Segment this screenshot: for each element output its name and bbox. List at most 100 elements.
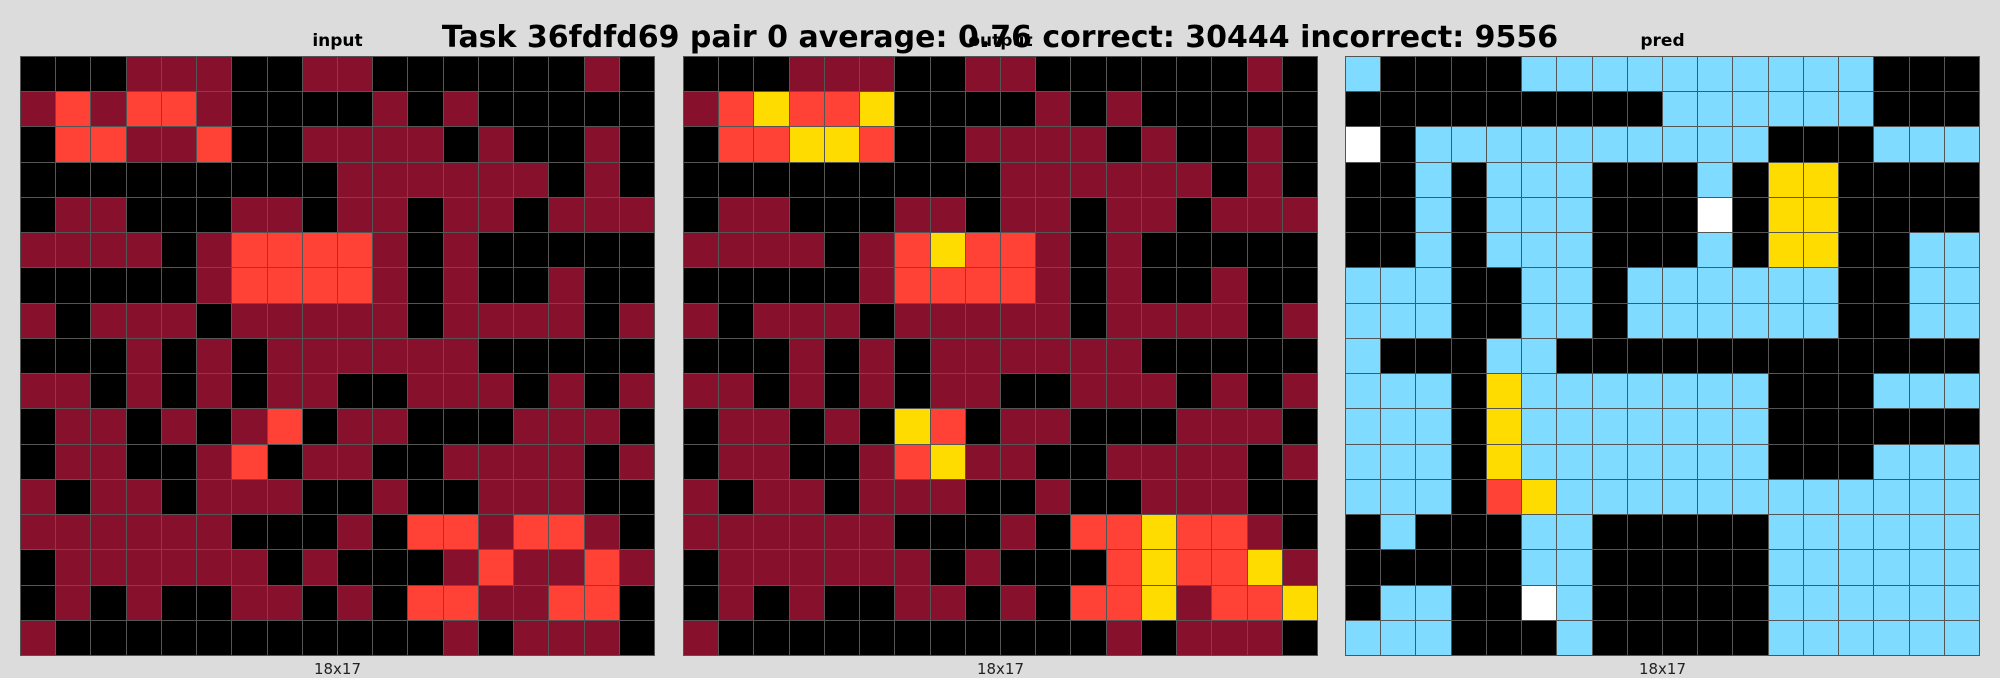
grid-cell — [232, 515, 267, 550]
grid-cell — [337, 620, 373, 655]
grid-cell — [1874, 479, 1909, 515]
grid-cell — [719, 479, 754, 515]
grid-cell — [860, 92, 895, 127]
grid-cell — [1141, 409, 1177, 444]
grid-cell — [1944, 303, 1979, 338]
grid-cell — [302, 620, 337, 655]
grid-cell — [161, 233, 197, 268]
grid-cell — [1177, 409, 1212, 444]
grid-cell — [267, 57, 302, 92]
grid-cell — [1282, 268, 1317, 303]
grid-cell — [373, 303, 408, 338]
grid-cell — [1247, 338, 1282, 374]
grid-cell — [619, 620, 654, 655]
grid-cell — [549, 92, 584, 127]
grid-cell — [1803, 57, 1839, 92]
grid-cell — [1177, 57, 1212, 92]
grid-cell — [443, 444, 478, 479]
grid-cell — [1141, 197, 1177, 233]
grid-cell — [21, 515, 56, 550]
grid-cell — [930, 585, 965, 620]
grid-cell — [56, 268, 91, 303]
grid-cell — [408, 233, 443, 268]
grid-cell — [1733, 127, 1768, 162]
grid-cell — [584, 127, 619, 162]
grid-cell — [56, 92, 91, 127]
grid-cell — [1768, 57, 1803, 92]
grid-cell — [21, 338, 56, 374]
grid-cell — [1036, 127, 1071, 162]
grid-cell — [478, 338, 514, 374]
grid-cell — [1522, 515, 1557, 550]
pred-dims-label: 18x17 — [1638, 660, 1687, 678]
grid-cell — [337, 374, 373, 409]
grid-cell — [1592, 444, 1627, 479]
grid-cell — [1106, 620, 1141, 655]
grid-cell — [789, 162, 824, 197]
grid-cell — [1451, 550, 1486, 585]
grid-cell — [443, 268, 478, 303]
grid-cell — [584, 162, 619, 197]
grid-cell — [789, 127, 824, 162]
grid-cell — [684, 162, 719, 197]
grid-cell — [478, 444, 514, 479]
grid-cell — [1768, 127, 1803, 162]
grid-cell — [789, 338, 824, 374]
grid-cell — [1522, 162, 1557, 197]
grid-cell — [1909, 92, 1944, 127]
grid-cell — [1803, 303, 1839, 338]
grid-cell — [1557, 233, 1592, 268]
grid-cell — [719, 550, 754, 585]
grid-cell — [1944, 162, 1979, 197]
grid-cell — [21, 92, 56, 127]
grid-cell — [584, 268, 619, 303]
grid-cell — [1106, 268, 1141, 303]
grid-cell — [549, 233, 584, 268]
grid-cell — [584, 620, 619, 655]
grid-cell — [1036, 374, 1071, 409]
grid-cell — [824, 92, 860, 127]
grid-cell — [91, 338, 126, 374]
grid-cell — [1522, 338, 1557, 374]
grid-cell — [965, 338, 1000, 374]
grid-cell — [373, 338, 408, 374]
grid-cell — [824, 127, 860, 162]
grid-cell — [91, 585, 126, 620]
grid-cell — [161, 444, 197, 479]
grid-cell — [824, 338, 860, 374]
grid-cell — [1662, 162, 1698, 197]
grid-cell — [895, 233, 930, 268]
grid-cell — [1247, 92, 1282, 127]
grid-cell — [126, 550, 161, 585]
grid-cell — [56, 57, 91, 92]
grid-cell — [1451, 233, 1486, 268]
grid-cell — [337, 162, 373, 197]
grid-cell — [1212, 233, 1247, 268]
grid-cell — [754, 479, 789, 515]
grid-cell — [1071, 338, 1106, 374]
grid-cell — [1106, 197, 1141, 233]
grid-cell — [408, 585, 443, 620]
grid-cell — [267, 374, 302, 409]
grid-cell — [197, 303, 232, 338]
grid-cell — [719, 515, 754, 550]
grid-cell — [860, 409, 895, 444]
grid-cell — [302, 374, 337, 409]
pred-panel-title: pred — [1640, 31, 1685, 51]
grid-cell — [21, 620, 56, 655]
grid-cell — [1486, 585, 1522, 620]
grid-cell — [1839, 515, 1874, 550]
grid-cell — [1486, 92, 1522, 127]
grid-cell — [1662, 338, 1698, 374]
grid-cell — [1557, 57, 1592, 92]
grid-cell — [1381, 338, 1416, 374]
grid-cell — [1522, 550, 1557, 585]
grid-cell — [1874, 444, 1909, 479]
grid-cell — [754, 92, 789, 127]
grid-cell — [197, 585, 232, 620]
grid-cell — [161, 127, 197, 162]
grid-cell — [1522, 233, 1557, 268]
grid-cell — [824, 374, 860, 409]
grid-cell — [584, 197, 619, 233]
grid-cell — [197, 515, 232, 550]
